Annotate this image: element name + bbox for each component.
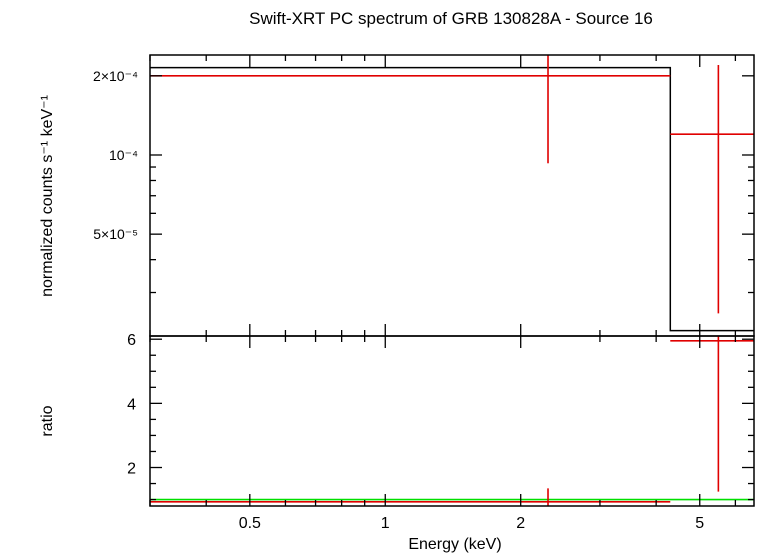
spectrum-y-axis-label: normalized counts s⁻¹ keV⁻¹: [39, 95, 56, 297]
x-tick-label: 2: [516, 515, 525, 532]
spectrum-data-point-2: [670, 64, 754, 314]
ratio-y-axis-label: ratio: [39, 405, 56, 436]
ratio-panel: 2 4 6 ratio: [39, 332, 755, 507]
ratio-data-point-1: [150, 488, 671, 506]
ratio-y-tick-label: 6: [127, 332, 136, 349]
x-axis-label: Energy (keV): [408, 536, 501, 553]
ratio-y-tick-label: 4: [127, 396, 136, 413]
spectrum-axis-ticks: [149, 55, 754, 336]
x-tick-label: 5: [695, 515, 704, 532]
chart-title: Swift-XRT PC spectrum of GRB 130828A - S…: [249, 9, 653, 28]
ratio-panel-frame: [149, 335, 755, 507]
x-tick-labels: 0.5 1 2 5: [239, 515, 705, 532]
ratio-axis-ticks: [149, 336, 754, 506]
spectrum-panel: 2×10⁻⁴ 10⁻⁴ 5×10⁻⁵ normalized counts s⁻¹ k…: [39, 54, 755, 337]
spectrum-y-tick-label: 10⁻⁴: [109, 147, 138, 163]
spectrum-y-tick-labels: 2×10⁻⁴ 10⁻⁴ 5×10⁻⁵: [93, 68, 138, 242]
spectrum-panel-frame: [149, 54, 755, 337]
spectrum-data-point-1: [150, 55, 671, 164]
ratio-data-point-2: [670, 336, 754, 492]
ratio-plot-area: [150, 336, 754, 506]
ratio-y-tick-labels: 2 4 6: [127, 332, 136, 477]
spectrum-y-tick-label: 5×10⁻⁵: [93, 226, 138, 242]
spectrum-plot-area: [150, 55, 754, 332]
x-tick-label: 1: [381, 515, 390, 532]
ratio-y-tick-label: 2: [127, 461, 136, 478]
spectrum-y-tick-label: 2×10⁻⁴: [93, 68, 138, 84]
x-tick-label: 0.5: [239, 515, 261, 532]
model-step-line: [150, 66, 754, 332]
